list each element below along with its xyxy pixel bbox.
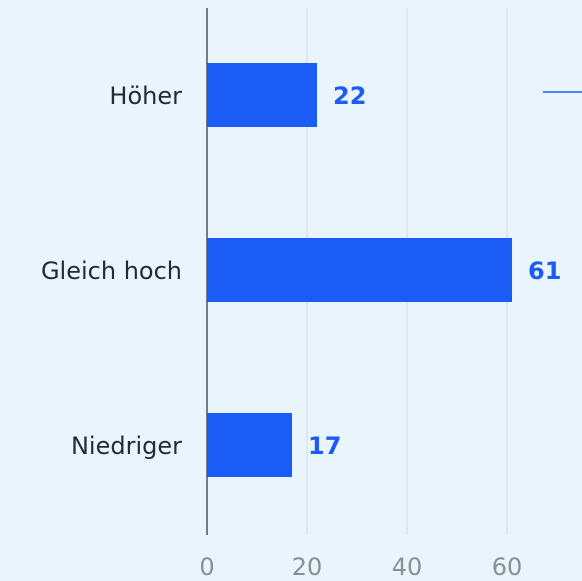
- bar: [207, 238, 512, 302]
- value-label: 61: [528, 257, 561, 285]
- value-label: 22: [333, 82, 366, 110]
- x-tick-label: 20: [292, 553, 323, 581]
- bar: [207, 413, 292, 477]
- y-tick-label: Gleich hoch: [41, 257, 182, 285]
- x-tick-label: 0: [199, 553, 214, 581]
- bar: [207, 63, 317, 127]
- x-tick-label: 40: [392, 553, 423, 581]
- y-tick-label: Niedriger: [71, 432, 182, 460]
- value-label: 17: [308, 432, 341, 460]
- x-tick-label: 60: [492, 553, 523, 581]
- y-tick-label: Höher: [109, 82, 182, 110]
